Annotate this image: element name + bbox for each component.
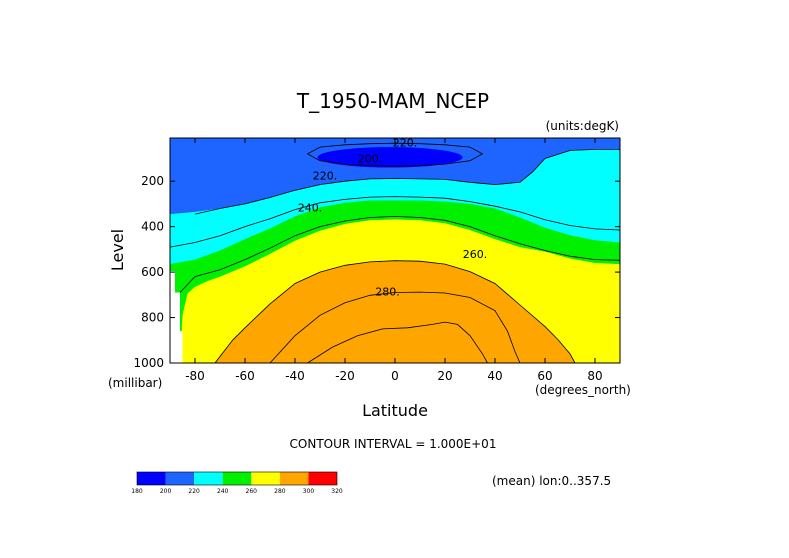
contour-band xyxy=(215,260,575,363)
contour-label: 220. xyxy=(393,137,418,150)
contour-label: 260. xyxy=(463,248,488,261)
y-axis: 200 400 600 800 1000 xyxy=(133,174,620,370)
x-axis: -80 -60 -40 -20 0 20 40 60 80 xyxy=(185,138,603,383)
contour-line xyxy=(269,291,521,363)
contour-label: 240. xyxy=(298,201,323,214)
colorbar-swatch xyxy=(194,472,223,485)
colorbar-swatch xyxy=(137,472,166,485)
x-tick-label: 80 xyxy=(587,369,602,383)
colorbar-tick-label: 300 xyxy=(303,488,315,495)
filled-contours xyxy=(170,138,620,363)
missing-data-region xyxy=(170,270,183,363)
colorbar-tick-label: 200 xyxy=(160,488,172,495)
colorbar-frame xyxy=(136,471,338,486)
x-tick-label: -20 xyxy=(335,369,355,383)
colorbar-swatch xyxy=(165,472,195,485)
colorbar-swatch xyxy=(308,472,337,485)
y-tick-label: 1000 xyxy=(133,356,164,370)
contour-line xyxy=(214,260,576,363)
colorbar: 180 200 220 240 260 280 300 320 xyxy=(131,471,343,495)
contour-line xyxy=(179,215,620,293)
colorbar-swatch xyxy=(222,472,252,485)
contour-label: 200. xyxy=(358,152,383,165)
colorbar-swatch xyxy=(279,472,309,485)
contour-lines xyxy=(170,142,620,363)
mean-text: (mean) lon:0..357.5 xyxy=(492,474,611,488)
y-tick-label: 600 xyxy=(141,265,164,279)
contour-line xyxy=(194,149,620,215)
y-axis-label: Level xyxy=(108,229,127,271)
contour-label: 280. xyxy=(375,285,400,298)
contour-interval-text: CONTOUR INTERVAL = 1.000E+01 xyxy=(290,437,497,451)
contour-line xyxy=(170,196,620,248)
chart-title: T_1950-MAM_NCEP xyxy=(296,89,489,113)
contour-labels: 220. 200. 220. 240. 260. 280. xyxy=(298,137,488,299)
y-tick-label: 400 xyxy=(141,220,164,234)
x-tick-label: -40 xyxy=(285,369,305,383)
colorbar-tick-label: 280 xyxy=(274,488,286,495)
colorbar-tick-label: 220 xyxy=(188,488,200,495)
contour-line xyxy=(307,321,488,363)
x-tick-label: -80 xyxy=(185,369,205,383)
x-tick-label: 60 xyxy=(537,369,552,383)
x-tick-label: 40 xyxy=(487,369,502,383)
colorbar-tick-label: 180 xyxy=(131,488,143,495)
x-tick-label: -60 xyxy=(235,369,255,383)
cold-core-region xyxy=(317,147,463,168)
colorbar-swatch xyxy=(251,472,280,485)
contour-label: 220. xyxy=(313,170,338,183)
contour-line xyxy=(306,142,484,167)
colorbar-tick-label: 320 xyxy=(331,488,343,495)
y-tick-label: 800 xyxy=(141,311,164,325)
plot-area xyxy=(170,138,620,363)
colorbar-tick-label: 260 xyxy=(246,488,258,495)
y-tick-label: 200 xyxy=(141,174,164,188)
colorbar-tick-label: 240 xyxy=(217,488,229,495)
y-unit-label: (millibar) xyxy=(108,376,162,390)
units-label: (units:degK) xyxy=(546,119,619,133)
x-tick-label: 20 xyxy=(437,369,452,383)
x-axis-label: Latitude xyxy=(362,401,428,420)
x-unit-label: (degrees_north) xyxy=(535,383,631,397)
x-tick-label: 0 xyxy=(391,369,399,383)
